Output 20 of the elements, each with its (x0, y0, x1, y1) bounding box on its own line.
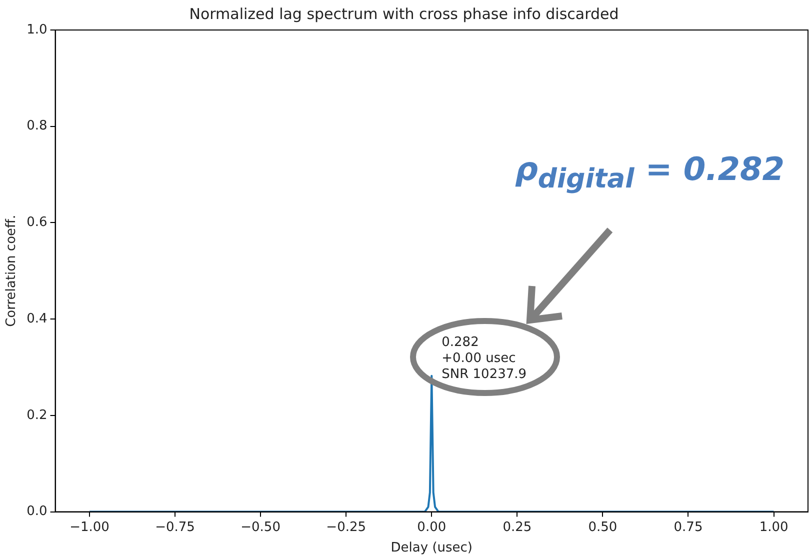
y-tick-label: 0.0 (26, 504, 48, 520)
y-tick-label: 0.6 (26, 215, 48, 230)
y-tick-label: 0.4 (26, 311, 48, 326)
annotation: ρ$_{digital}$ = 0.282 (515, 150, 785, 194)
x-tick-label: −0.75 (155, 520, 195, 535)
chart-title: Normalized lag spectrum with cross phase info discarded (189, 4, 619, 23)
x-tick-label: −0.25 (326, 520, 366, 535)
x-axis-title: Delay (usec) (390, 540, 472, 556)
annotation: 0.282 +0.00 usec SNR 10237.9 (442, 334, 527, 382)
x-tick-label: 0.50 (588, 520, 618, 535)
y-tick-label: 1.0 (26, 22, 48, 38)
x-tick-label: 1.00 (759, 520, 788, 535)
x-tick-label: −0.50 (240, 520, 280, 535)
x-tick-label: 0.75 (674, 520, 703, 535)
y-tick-label: 0.8 (26, 118, 48, 134)
y-axis-title: Correlation coeff. (4, 214, 20, 327)
y-tick-label: 0.2 (26, 408, 48, 423)
x-tick-label: −1.00 (70, 520, 110, 535)
x-tick-label: 0.25 (502, 520, 532, 535)
x-tick-label: 0.00 (417, 520, 446, 535)
